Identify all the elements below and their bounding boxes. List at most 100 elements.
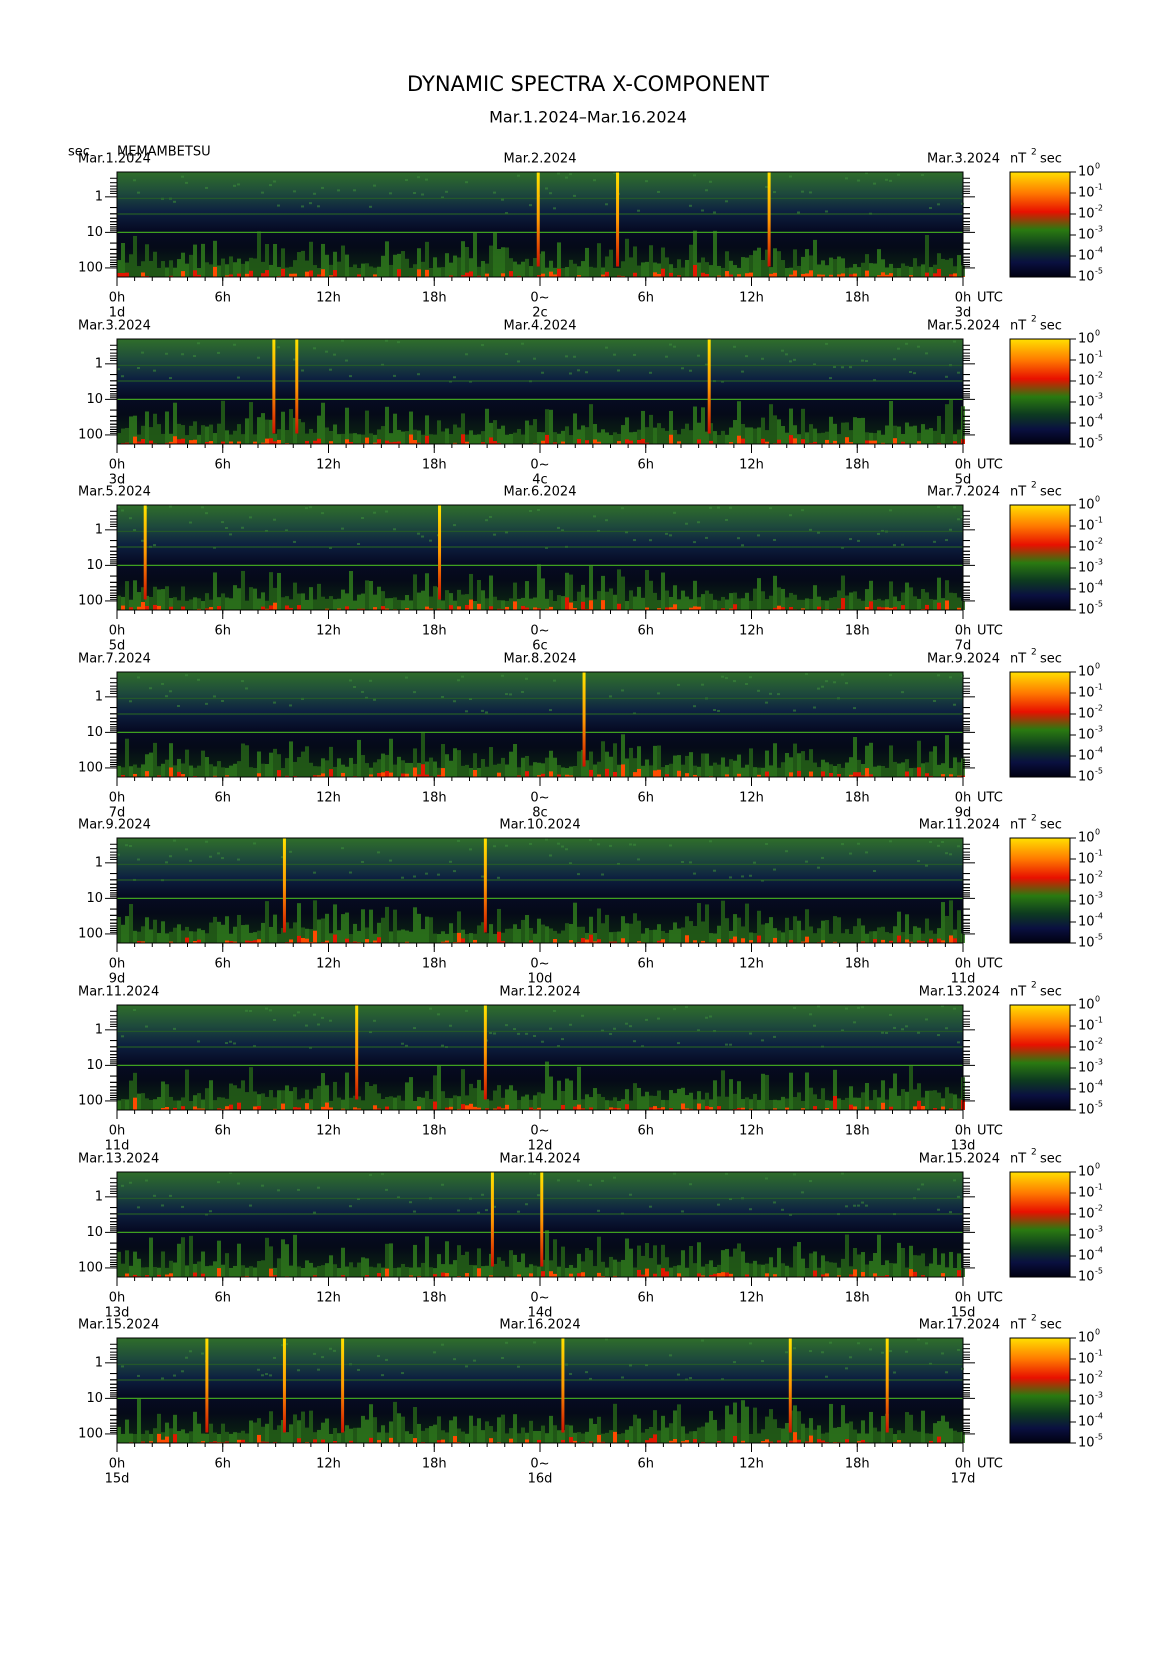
activity [253,588,257,610]
colorbar-label: 10 [1078,437,1095,452]
activity [541,763,545,777]
speckle [689,204,692,207]
activity [677,928,681,943]
activity [157,1267,161,1277]
activity [485,598,489,610]
activity-strong [317,775,321,777]
activity-strong [837,1275,841,1277]
activity-strong [637,941,641,943]
activity [193,244,197,277]
activity [621,1259,625,1277]
activity [845,1423,849,1443]
activity [905,1267,909,1277]
activity [945,915,949,943]
activity [661,767,665,777]
activity [389,433,393,444]
activity-strong [597,1272,601,1277]
speckle [185,1356,188,1359]
activity [641,933,645,943]
activity [697,597,701,610]
activity [917,598,921,610]
activity [273,1267,277,1277]
speckle [273,1019,276,1022]
activity-strong [465,1273,469,1277]
activity [797,920,801,943]
panel: Mar.9.2024 Mar.10.2024 Mar.11.2024 nT 2 sec11… [78,814,1103,987]
activity [397,599,401,610]
activity [569,259,573,277]
activity [309,762,313,777]
activity [613,931,617,943]
speckle [593,179,596,182]
activity [269,1411,273,1443]
speckle [649,371,652,374]
activity-strong [197,1108,201,1110]
activity-strong [169,1273,173,1277]
activity [425,916,429,943]
activity [801,408,805,444]
colorbar-label: 10 [1078,831,1095,846]
date-mid: Mar.16.2024 [499,1318,580,1333]
activity [161,1432,165,1443]
activity [513,924,517,943]
activity [585,760,589,777]
activity [497,908,501,943]
activity-strong [389,442,393,444]
activity-strong [773,607,777,610]
activity [797,753,801,777]
speckle [689,1183,692,1186]
activity [269,926,273,943]
speckle [537,508,540,511]
activity [509,1085,513,1110]
activity [861,764,865,777]
activity [485,1099,489,1110]
activity-strong [557,774,561,777]
activity [449,1098,453,1110]
activity [725,918,729,943]
activity [393,254,397,277]
y-tick-label: 1 [95,1355,103,1370]
activity-strong [549,1271,553,1277]
activity [813,762,817,777]
activity-strong [669,607,673,610]
activity-strong [889,1106,893,1110]
speckle [693,174,696,177]
activity [765,249,769,277]
speckle [957,371,960,374]
activity [885,425,889,444]
activity [385,241,389,277]
x-tick-label: 6h [214,957,231,972]
activity [909,1245,913,1277]
activity [321,1073,325,1110]
speckle [681,367,684,370]
activity [389,1243,393,1277]
activity [629,923,633,943]
x-tick-label: 6h [637,291,654,306]
activity [873,766,877,777]
activity [893,761,897,777]
speckle [137,1374,140,1377]
activity [253,1267,257,1277]
activity [213,240,217,277]
speckle [849,1356,852,1359]
activity [269,419,273,444]
speckle [813,706,816,709]
colorbar [1009,837,1071,944]
activity [797,434,801,444]
activity [889,581,893,610]
colorbar-exp: -1 [1095,516,1103,525]
activity [169,1096,173,1110]
activity [269,1090,273,1110]
activity [393,1267,397,1277]
activity [389,598,393,610]
activity [641,1432,645,1443]
activity [525,755,529,777]
activity [849,933,853,943]
x-tick-label: 0h [955,1457,972,1472]
activity [909,587,913,610]
speckle [805,860,808,863]
activity [861,1092,865,1110]
activity [261,1426,265,1443]
activity [933,746,937,777]
speckle [841,673,844,676]
